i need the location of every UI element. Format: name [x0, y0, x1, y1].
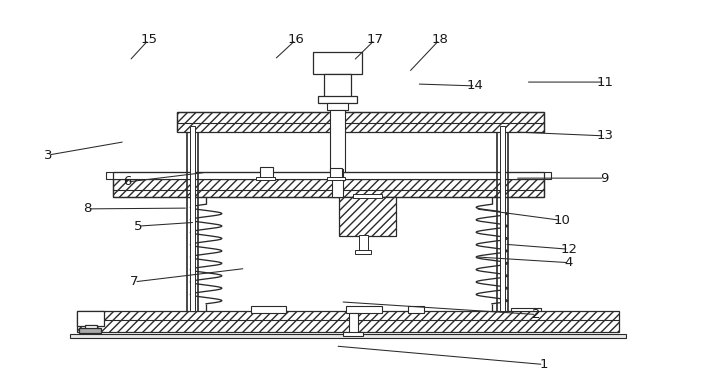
Bar — [327, 103, 348, 110]
Bar — [112, 179, 544, 197]
Bar — [330, 168, 342, 179]
Bar — [84, 325, 97, 329]
Text: 7: 7 — [130, 276, 138, 288]
Bar — [355, 250, 371, 254]
Bar — [349, 313, 358, 334]
Bar — [313, 52, 362, 74]
Bar — [339, 197, 397, 236]
Text: 14: 14 — [467, 79, 484, 92]
Bar — [318, 96, 357, 103]
Text: 9: 9 — [601, 171, 609, 185]
Bar — [252, 306, 286, 313]
Bar — [260, 167, 273, 179]
Bar — [353, 194, 382, 198]
Text: 6: 6 — [123, 175, 131, 188]
Bar — [330, 110, 345, 172]
Text: 11: 11 — [596, 75, 613, 89]
Text: 3: 3 — [44, 149, 53, 162]
Bar — [190, 126, 195, 311]
Bar — [327, 177, 345, 180]
Text: 10: 10 — [553, 214, 570, 227]
Bar — [346, 306, 382, 313]
Bar — [408, 306, 424, 313]
Bar — [359, 235, 368, 251]
Bar — [79, 328, 100, 332]
Text: 1: 1 — [539, 358, 548, 371]
Text: 15: 15 — [140, 33, 157, 46]
Text: 13: 13 — [596, 129, 613, 142]
Text: 17: 17 — [366, 33, 384, 46]
Bar — [511, 308, 541, 312]
Text: 2: 2 — [532, 308, 541, 321]
Text: 18: 18 — [431, 33, 448, 46]
Bar — [187, 132, 198, 311]
Text: 4: 4 — [565, 256, 573, 269]
Text: 8: 8 — [84, 202, 92, 216]
Text: 16: 16 — [288, 33, 304, 46]
Bar — [257, 177, 275, 180]
Bar — [343, 332, 363, 336]
Bar — [70, 334, 627, 337]
Bar — [332, 168, 343, 197]
Bar — [497, 132, 508, 311]
Bar — [105, 172, 551, 179]
Bar — [77, 311, 619, 332]
Text: 5: 5 — [133, 220, 142, 233]
Bar — [500, 126, 505, 311]
Bar — [177, 112, 544, 132]
Text: 12: 12 — [560, 243, 578, 256]
Bar — [324, 74, 351, 98]
Bar — [77, 311, 104, 326]
